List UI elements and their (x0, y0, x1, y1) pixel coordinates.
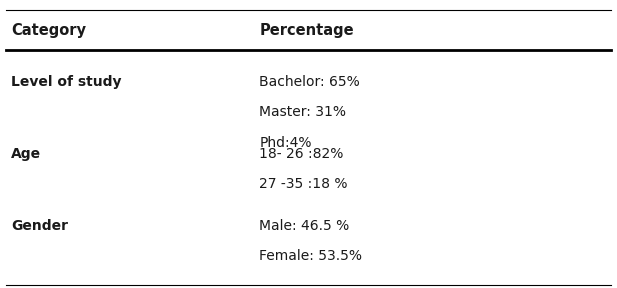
Text: Level of study: Level of study (11, 75, 122, 89)
Text: Bachelor: 65%: Bachelor: 65% (259, 75, 360, 89)
Text: Female: 53.5%: Female: 53.5% (259, 249, 362, 263)
Text: Category: Category (11, 23, 86, 38)
Text: 27 -35 :18 %: 27 -35 :18 % (259, 177, 347, 191)
Text: Phd:4%: Phd:4% (259, 136, 312, 149)
Text: Gender: Gender (11, 219, 68, 233)
Text: Age: Age (11, 147, 41, 161)
Text: 18- 26 :82%: 18- 26 :82% (259, 147, 344, 161)
Text: Percentage: Percentage (259, 23, 354, 38)
Text: Master: 31%: Master: 31% (259, 105, 346, 119)
Text: Male: 46.5 %: Male: 46.5 % (259, 219, 349, 233)
